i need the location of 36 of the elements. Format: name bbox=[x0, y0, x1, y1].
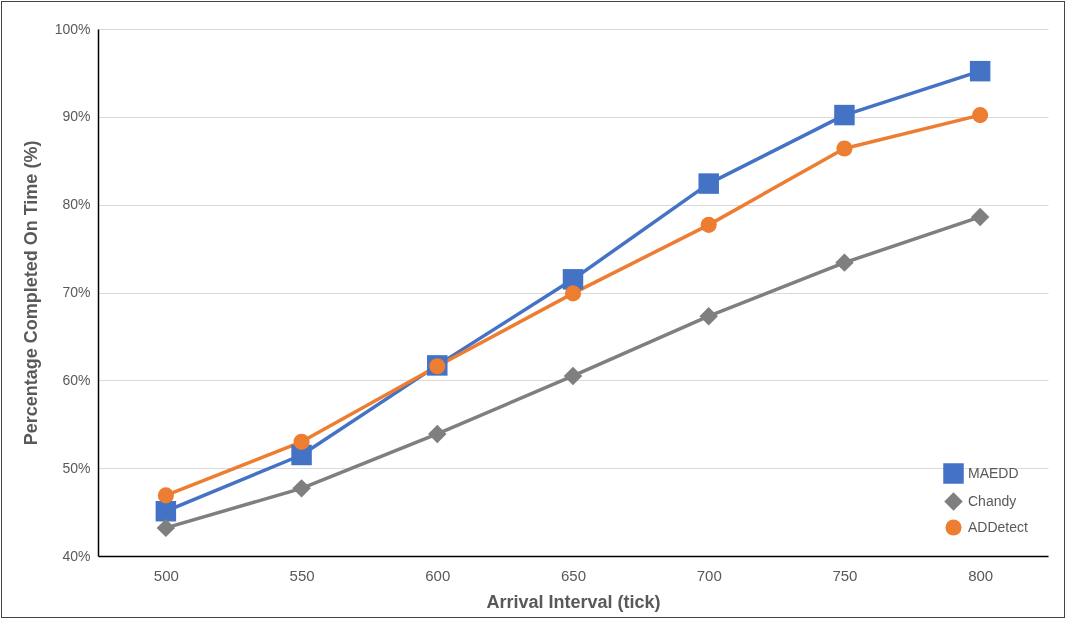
x-tick-label: 500 bbox=[153, 566, 179, 584]
x-tick-label: 750 bbox=[832, 566, 858, 584]
y-tick-label: 70% bbox=[62, 284, 91, 300]
x-axis-title: Arrival Interval (tick) bbox=[486, 591, 661, 612]
point bbox=[834, 104, 855, 126]
y-tick-label: 50% bbox=[62, 459, 91, 476]
y-tick-label: 90% bbox=[62, 108, 91, 125]
point bbox=[969, 60, 991, 82]
point bbox=[564, 285, 582, 302]
point bbox=[970, 207, 990, 227]
y-axis-title: Percentage Completed On Time (%) bbox=[20, 140, 41, 446]
x-tick-label: 550 bbox=[289, 566, 315, 584]
point bbox=[428, 424, 447, 444]
point bbox=[699, 306, 718, 326]
legend-label: ADDetect bbox=[968, 518, 1029, 535]
legend-label: MAEDD bbox=[968, 464, 1019, 481]
point bbox=[972, 107, 989, 124]
point bbox=[155, 500, 177, 522]
x-tick-label: 650 bbox=[560, 566, 587, 584]
point bbox=[563, 366, 583, 386]
x-tick-label: 800 bbox=[968, 566, 994, 584]
x-tick-label: 600 bbox=[425, 566, 451, 584]
point bbox=[293, 433, 310, 450]
point bbox=[157, 487, 174, 504]
point bbox=[835, 253, 854, 272]
point bbox=[292, 479, 311, 498]
y-tick-label: 40% bbox=[62, 547, 91, 564]
point bbox=[698, 173, 719, 194]
legend-label: Chandy bbox=[968, 492, 1017, 509]
point bbox=[156, 518, 176, 538]
y-tick-label: 100% bbox=[54, 20, 91, 37]
x-tick-label: 700 bbox=[696, 566, 722, 584]
y-tick-label: 60% bbox=[62, 371, 91, 388]
y-tick-label: 80% bbox=[62, 196, 91, 213]
point bbox=[700, 216, 717, 233]
point bbox=[836, 140, 853, 157]
